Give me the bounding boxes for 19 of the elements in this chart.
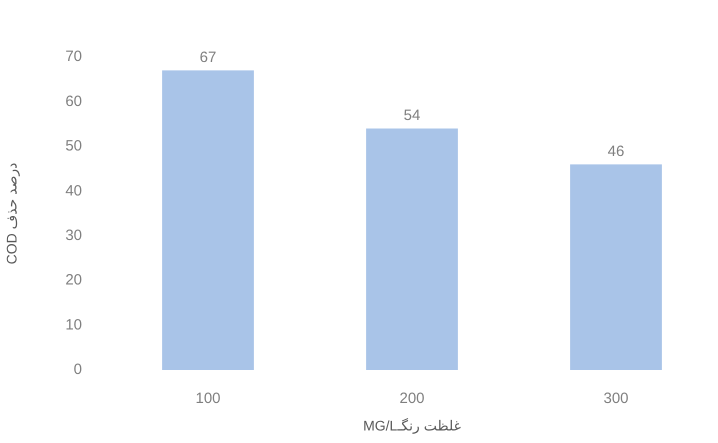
y-tick-label: 30 (65, 227, 82, 244)
y-tick-label: 60 (65, 92, 82, 110)
y-tick-label: 0 (74, 361, 82, 378)
y-axis-title: درصد حذف COD (3, 162, 20, 264)
bar (570, 164, 662, 370)
y-tick-label: 70 (65, 48, 82, 66)
y-tick-label: 40 (65, 182, 82, 200)
x-tick-label: 100 (195, 390, 221, 408)
data-label: 54 (404, 107, 420, 124)
y-tick-label: 10 (65, 316, 82, 334)
y-tick-label: 20 (65, 272, 82, 289)
y-tick-label: 50 (65, 138, 82, 155)
data-label: 46 (608, 142, 624, 160)
x-axis-title: غلظت رنگـMG/L (363, 417, 461, 434)
x-tick-label: 200 (399, 390, 425, 408)
data-label: 67 (200, 49, 216, 66)
x-tick-label: 300 (603, 390, 629, 408)
bar (366, 128, 458, 370)
bar (162, 70, 254, 370)
